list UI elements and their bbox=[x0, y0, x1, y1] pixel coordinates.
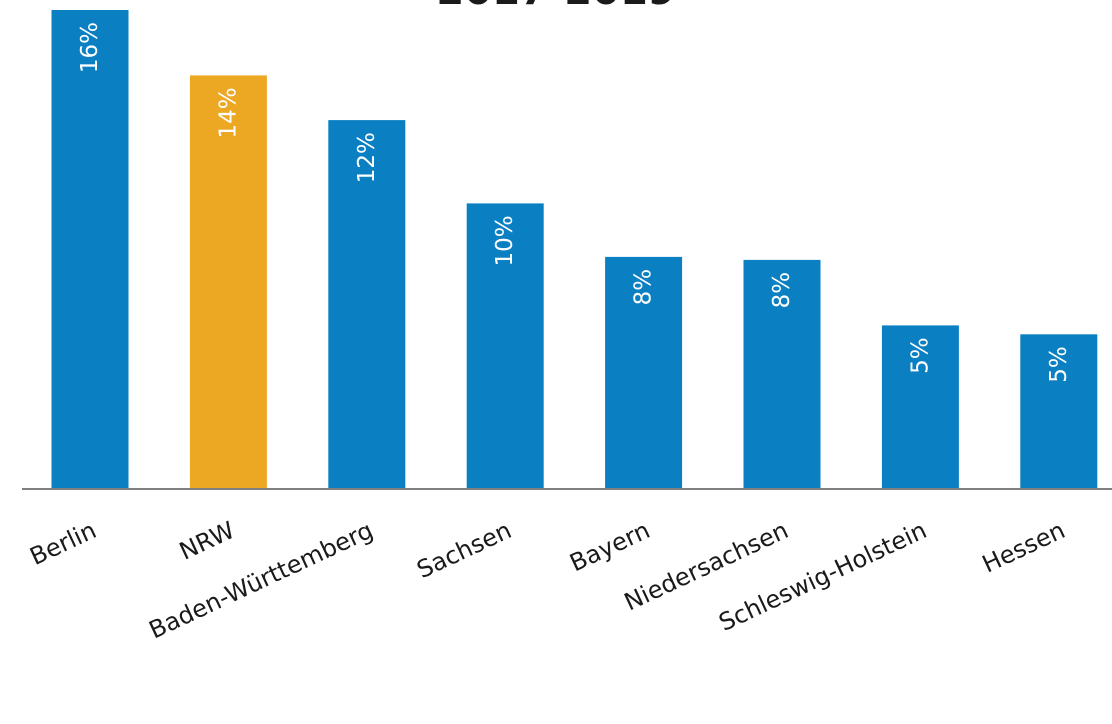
data-label-bayern: 8% bbox=[631, 269, 657, 306]
bar-bayern bbox=[605, 256, 683, 489]
data-label-niedersachsen: 8% bbox=[769, 272, 795, 309]
bar-niedersachsen bbox=[743, 259, 821, 489]
data-label-hessen: 5% bbox=[1046, 346, 1072, 383]
tick-label-bayern: Bayern bbox=[565, 516, 654, 577]
tick-label-berlin: Berlin bbox=[26, 516, 101, 571]
bar-schleswig-holstein bbox=[881, 325, 959, 489]
tick-label-hessen: Hessen bbox=[978, 516, 1069, 578]
data-label-baden-w-rttemberg: 12% bbox=[354, 132, 380, 183]
tick-label-nrw: NRW bbox=[175, 516, 239, 566]
data-label-berlin: 16% bbox=[77, 22, 103, 73]
bar-baden-w-rttemberg bbox=[328, 120, 406, 489]
data-label-sachsen: 10% bbox=[492, 215, 518, 266]
data-label-schleswig-holstein: 5% bbox=[907, 337, 933, 374]
tick-label-sachsen: Sachsen bbox=[413, 516, 516, 584]
tick-label-baden-w-rttemberg: Baden-Württemberg bbox=[145, 516, 378, 644]
bar-nrw bbox=[189, 75, 267, 490]
chart-title: 2017-2019 bbox=[436, 0, 675, 14]
bars-group: 16% 14% 12% 10% 8% 8% 5% 5% bbox=[51, 10, 1098, 490]
bar-hessen bbox=[1020, 334, 1098, 489]
bar-berlin bbox=[51, 10, 129, 489]
data-label-nrw: 14% bbox=[215, 87, 241, 138]
bar-sachsen bbox=[466, 203, 544, 489]
